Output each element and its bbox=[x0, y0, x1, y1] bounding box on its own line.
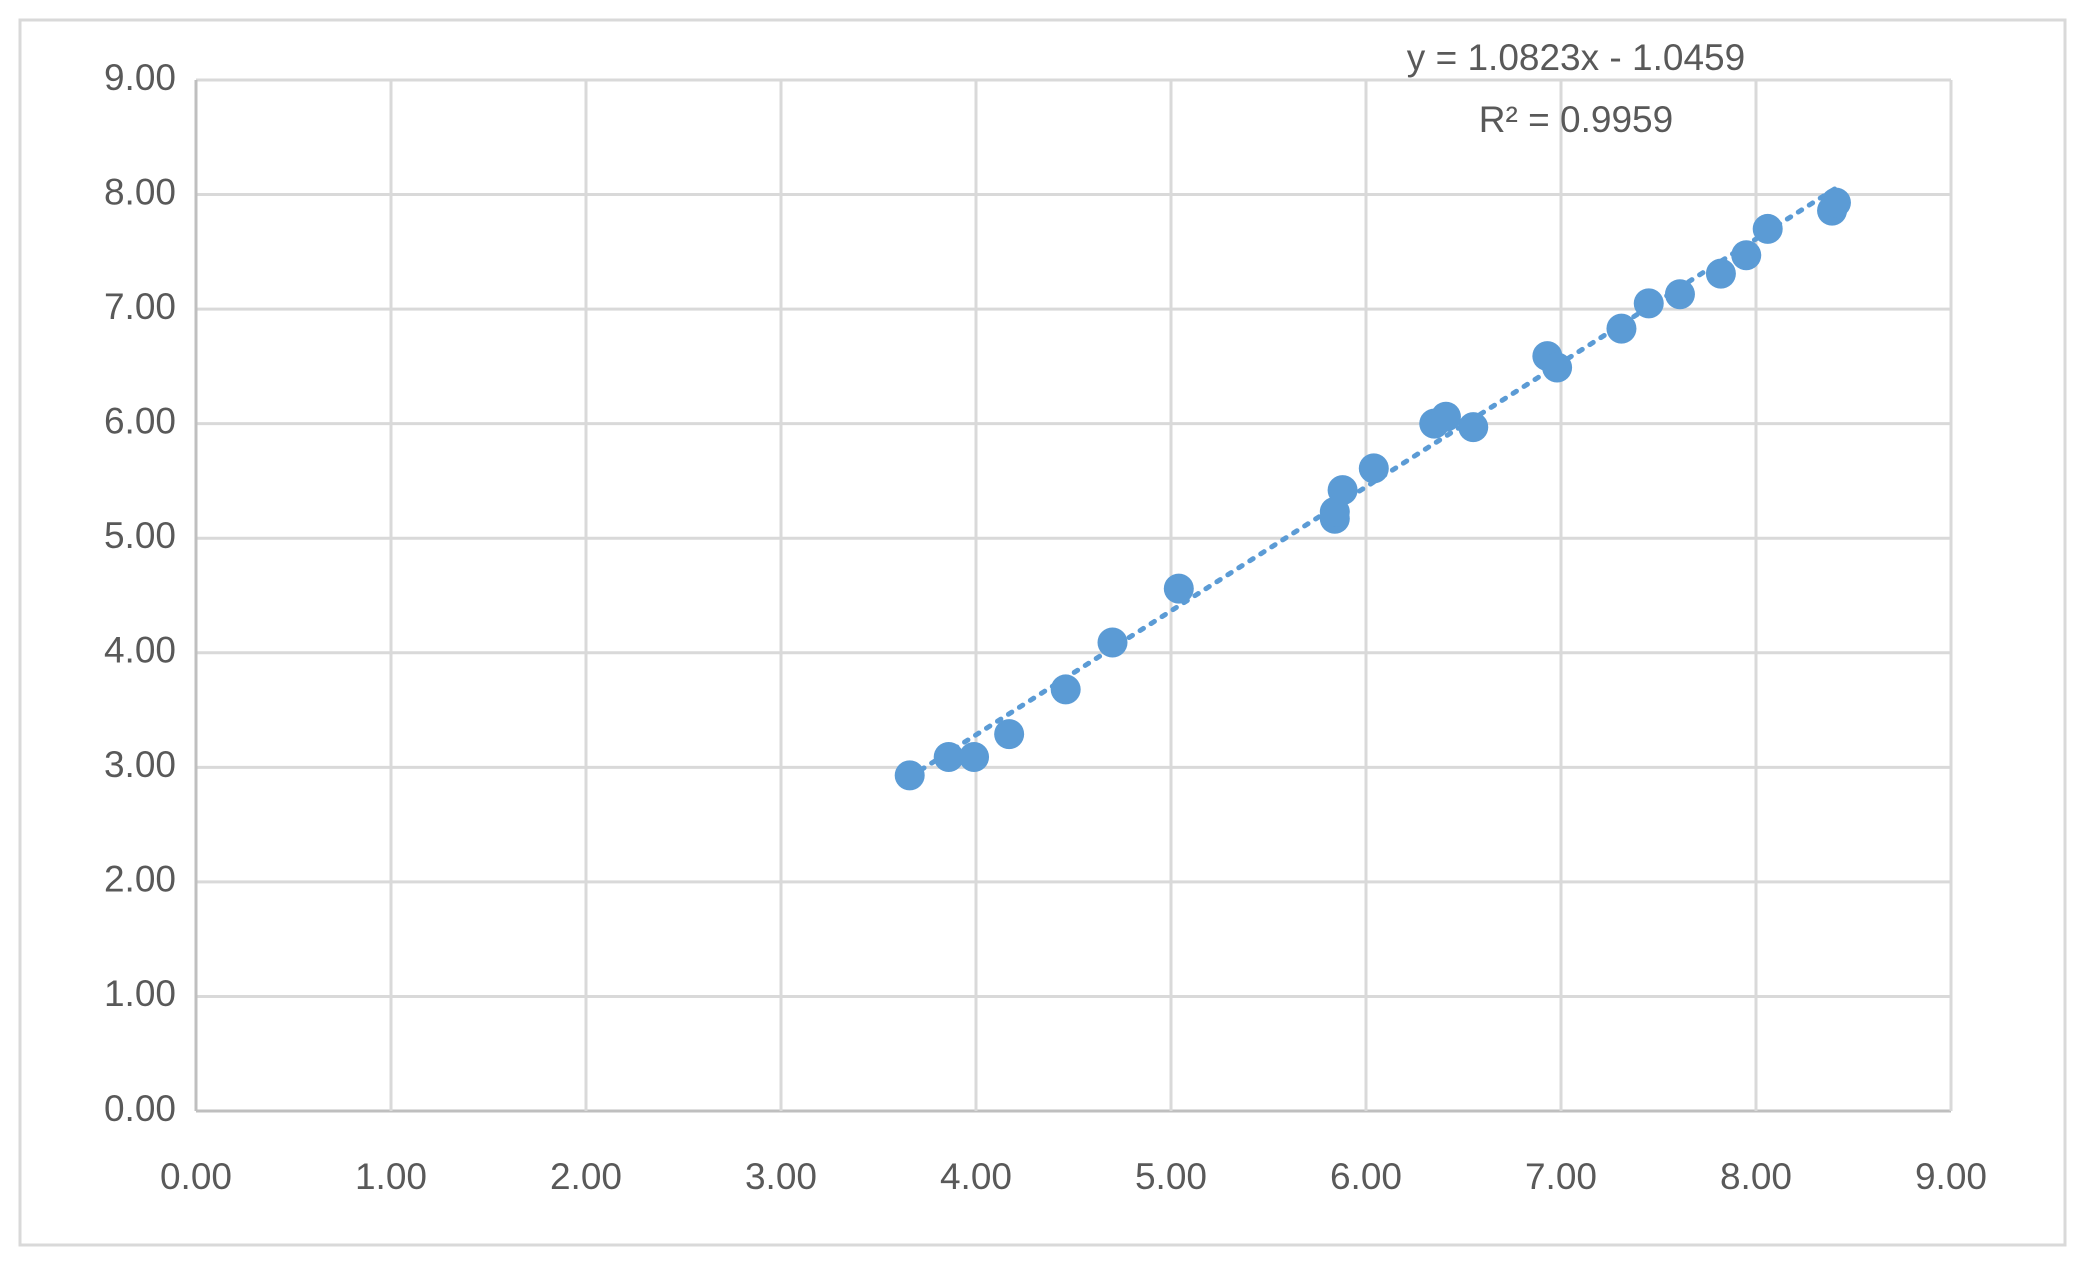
y-tick-label: 5.00 bbox=[104, 515, 176, 556]
point bbox=[1542, 352, 1573, 383]
point bbox=[1606, 313, 1637, 344]
point bbox=[1731, 240, 1762, 271]
x-tick-label: 5.00 bbox=[1135, 1156, 1207, 1197]
point bbox=[1633, 288, 1664, 319]
x-tick-label: 1.00 bbox=[355, 1156, 427, 1197]
trendline-equation: y = 1.0823x - 1.0459 bbox=[1407, 37, 1745, 78]
trendline-r2: R² = 0.9959 bbox=[1479, 99, 1673, 140]
y-tick-label: 2.00 bbox=[104, 859, 176, 900]
plot-area bbox=[894, 185, 1851, 791]
point bbox=[1327, 475, 1358, 506]
point bbox=[1664, 279, 1695, 310]
y-tick-label: 7.00 bbox=[104, 286, 176, 327]
point bbox=[1097, 627, 1128, 658]
point bbox=[1050, 674, 1081, 705]
y-tick-label: 0.00 bbox=[104, 1088, 176, 1129]
point bbox=[1430, 401, 1461, 432]
x-tick-label: 9.00 bbox=[1915, 1156, 1987, 1197]
point bbox=[959, 742, 990, 773]
point bbox=[1820, 187, 1851, 218]
point bbox=[994, 719, 1025, 750]
point bbox=[894, 760, 925, 791]
y-tick-label: 6.00 bbox=[104, 400, 176, 441]
x-tick-label: 7.00 bbox=[1525, 1156, 1597, 1197]
y-tick-label: 9.00 bbox=[104, 57, 176, 98]
y-tick-label: 4.00 bbox=[104, 630, 176, 671]
x-tick-label: 0.00 bbox=[160, 1156, 232, 1197]
x-tick-label: 6.00 bbox=[1330, 1156, 1402, 1197]
x-tick-label: 4.00 bbox=[940, 1156, 1012, 1197]
point bbox=[1705, 258, 1736, 289]
point bbox=[1752, 213, 1783, 244]
x-tick-label: 8.00 bbox=[1720, 1156, 1792, 1197]
point bbox=[933, 742, 964, 773]
x-tick-label: 2.00 bbox=[550, 1156, 622, 1197]
point bbox=[1163, 573, 1194, 604]
y-tick-label: 3.00 bbox=[104, 744, 176, 785]
grid bbox=[194, 78, 1953, 1113]
y-tick-label: 1.00 bbox=[104, 973, 176, 1014]
point bbox=[1458, 412, 1489, 443]
x-tick-label: 3.00 bbox=[745, 1156, 817, 1197]
y-tick-label: 8.00 bbox=[104, 171, 176, 212]
point bbox=[1358, 453, 1389, 484]
chart-border bbox=[18, 18, 2067, 1247]
